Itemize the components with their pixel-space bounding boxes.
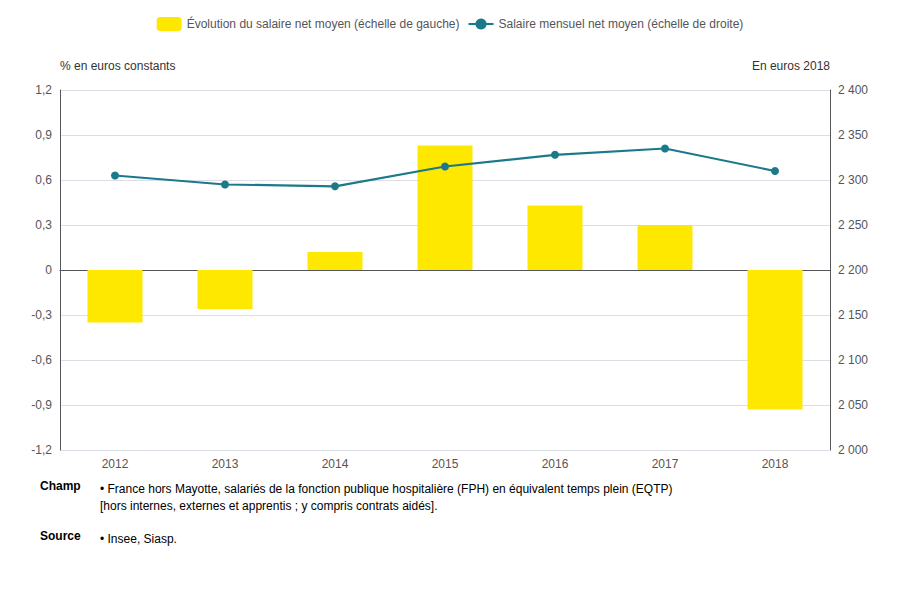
svg-text:Salaire mensuel net moyen (éch: Salaire mensuel net moyen (échelle de dr…	[499, 17, 744, 31]
svg-text:-0,3: -0,3	[31, 308, 52, 322]
svg-text:Évolution du salaire net moyen: Évolution du salaire net moyen (échelle …	[187, 16, 460, 31]
svg-text:• Insee, Siasp.: • Insee, Siasp.	[100, 532, 177, 546]
svg-text:0,9: 0,9	[35, 128, 52, 142]
svg-text:2018: 2018	[762, 457, 789, 471]
svg-text:2014: 2014	[322, 457, 349, 471]
svg-text:2 300: 2 300	[838, 173, 868, 187]
svg-text:2 400: 2 400	[838, 83, 868, 97]
svg-text:1,2: 1,2	[35, 83, 52, 97]
svg-text:2 250: 2 250	[838, 218, 868, 232]
svg-text:-1,2: -1,2	[31, 443, 52, 457]
svg-text:2 100: 2 100	[838, 353, 868, 367]
svg-text:2016: 2016	[542, 457, 569, 471]
svg-text:• France hors Mayotte, salarié: • France hors Mayotte, salariés de la fo…	[100, 482, 672, 496]
svg-text:0,6: 0,6	[35, 173, 52, 187]
svg-text:2 350: 2 350	[838, 128, 868, 142]
svg-text:2 000: 2 000	[838, 443, 868, 457]
svg-text:[hors internes, externes et ap: [hors internes, externes et apprentis ; …	[100, 499, 438, 513]
svg-text:Champ: Champ	[40, 479, 81, 493]
svg-text:0: 0	[45, 263, 52, 277]
svg-text:% en euros constants: % en euros constants	[60, 59, 175, 73]
svg-text:Source: Source	[40, 529, 81, 543]
svg-text:2012: 2012	[102, 457, 129, 471]
svg-text:-0,6: -0,6	[31, 353, 52, 367]
svg-text:-0,9: -0,9	[31, 398, 52, 412]
svg-text:2 050: 2 050	[838, 398, 868, 412]
svg-text:0,3: 0,3	[35, 218, 52, 232]
svg-text:2017: 2017	[652, 457, 679, 471]
svg-text:En euros 2018: En euros 2018	[752, 59, 830, 73]
svg-text:2013: 2013	[212, 457, 239, 471]
svg-text:2 150: 2 150	[838, 308, 868, 322]
svg-text:2015: 2015	[432, 457, 459, 471]
svg-text:2 200: 2 200	[838, 263, 868, 277]
